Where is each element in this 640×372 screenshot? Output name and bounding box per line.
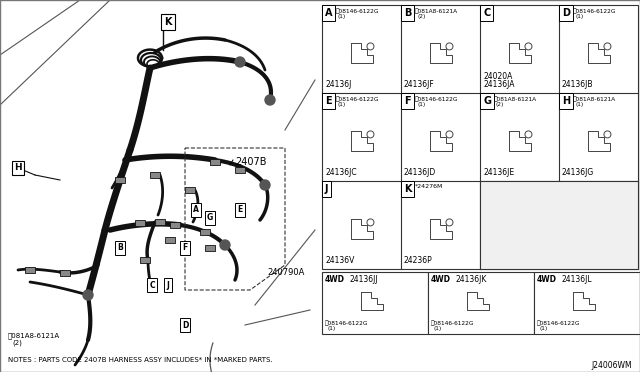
Text: C: C (149, 280, 155, 289)
Text: D: D (182, 321, 188, 330)
Text: 2407B: 2407B (235, 157, 266, 167)
Text: (1): (1) (539, 326, 547, 331)
Text: Ⓑ081A8-6121A: Ⓑ081A8-6121A (415, 8, 458, 14)
Text: J: J (325, 184, 328, 194)
Bar (180, 245, 190, 251)
Text: 24136JK: 24136JK (456, 275, 488, 284)
Bar (210, 159, 220, 165)
Bar (205, 245, 215, 251)
Text: Ⓑ08146-6122G: Ⓑ08146-6122G (415, 96, 458, 102)
Text: 24136J: 24136J (325, 80, 351, 89)
Text: Ⓑ08146-6122G: Ⓑ08146-6122G (537, 320, 580, 326)
Bar (235, 167, 245, 173)
Text: G: G (207, 214, 213, 222)
Bar (147, 282, 157, 288)
Text: 24136JB: 24136JB (562, 80, 593, 89)
Text: (2): (2) (12, 339, 22, 346)
Text: H: H (14, 164, 22, 173)
Text: (2): (2) (496, 102, 504, 107)
Text: Ⓑ081A8-6121A: Ⓑ081A8-6121A (8, 332, 60, 339)
Text: 24236P: 24236P (404, 256, 433, 265)
Text: 24136V: 24136V (325, 256, 355, 265)
Bar (115, 177, 125, 183)
Text: K: K (404, 184, 412, 194)
Text: 240790A: 240790A (267, 268, 305, 277)
Text: (1): (1) (338, 14, 346, 19)
Text: Ⓑ081A8-6121A: Ⓑ081A8-6121A (494, 96, 537, 102)
Circle shape (235, 57, 245, 67)
Text: E: E (325, 96, 332, 106)
Circle shape (265, 95, 275, 105)
Text: *24276M: *24276M (415, 184, 444, 189)
Bar (0, 0, 318, 372)
Bar (170, 222, 180, 228)
Text: 4WD: 4WD (537, 275, 557, 284)
Text: B: B (404, 8, 412, 18)
Text: Ⓑ081A8-6121A: Ⓑ081A8-6121A (573, 96, 616, 102)
Text: Ⓑ08146-6122G: Ⓑ08146-6122G (336, 8, 380, 14)
Text: 4WD: 4WD (325, 275, 345, 284)
Text: F: F (404, 96, 411, 106)
Text: 24136JG: 24136JG (562, 168, 595, 177)
Text: (1): (1) (327, 326, 335, 331)
Text: B: B (117, 244, 123, 253)
Text: NOTES : PARTS CODE 2407B HARNESS ASSY INCLUDES* IN *MARKED PARTS.: NOTES : PARTS CODE 2407B HARNESS ASSY IN… (8, 357, 273, 363)
Text: 24136JC: 24136JC (325, 168, 356, 177)
Text: 24136JE: 24136JE (483, 168, 514, 177)
Text: D: D (562, 8, 570, 18)
Bar (135, 220, 145, 226)
Bar (322, 5, 638, 269)
Bar (480, 181, 638, 269)
Text: K: K (164, 17, 172, 27)
Text: Ⓑ08146-6122G: Ⓑ08146-6122G (431, 320, 474, 326)
Text: Ⓑ08146-6122G: Ⓑ08146-6122G (336, 96, 380, 102)
Text: J24006WM: J24006WM (591, 361, 632, 370)
Text: Ⓑ08146-6122G: Ⓑ08146-6122G (573, 8, 616, 14)
Bar (25, 267, 35, 273)
Bar (140, 257, 150, 263)
Text: 4WD: 4WD (431, 275, 451, 284)
Text: 24136JL: 24136JL (562, 275, 593, 284)
Text: (1): (1) (575, 14, 583, 19)
Circle shape (83, 290, 93, 300)
Bar (185, 187, 195, 193)
Bar (150, 172, 160, 178)
Text: 24136JF: 24136JF (404, 80, 435, 89)
Bar (60, 270, 70, 276)
Circle shape (220, 240, 230, 250)
Text: E: E (237, 205, 243, 215)
Circle shape (260, 180, 270, 190)
Text: Ⓑ08146-6122G: Ⓑ08146-6122G (325, 320, 369, 326)
Bar (428, 272, 534, 334)
Text: (1): (1) (417, 102, 425, 107)
Text: (1): (1) (575, 102, 583, 107)
Text: 24136JJ: 24136JJ (350, 275, 379, 284)
Bar (165, 237, 175, 243)
Text: (2): (2) (417, 14, 426, 19)
Bar (155, 219, 165, 225)
Text: (1): (1) (433, 326, 441, 331)
Text: (1): (1) (338, 102, 346, 107)
Text: H: H (562, 96, 570, 106)
Bar (200, 229, 210, 235)
Bar (534, 272, 640, 334)
Text: C: C (483, 8, 490, 18)
Text: 24136JD: 24136JD (404, 168, 436, 177)
Text: 24136JA: 24136JA (483, 80, 515, 89)
Text: A: A (325, 8, 333, 18)
Text: G: G (483, 96, 491, 106)
Bar (322, 272, 428, 334)
Text: 24020A: 24020A (483, 72, 513, 81)
Text: J: J (166, 280, 170, 289)
Text: A: A (193, 205, 199, 215)
Text: F: F (182, 244, 188, 253)
